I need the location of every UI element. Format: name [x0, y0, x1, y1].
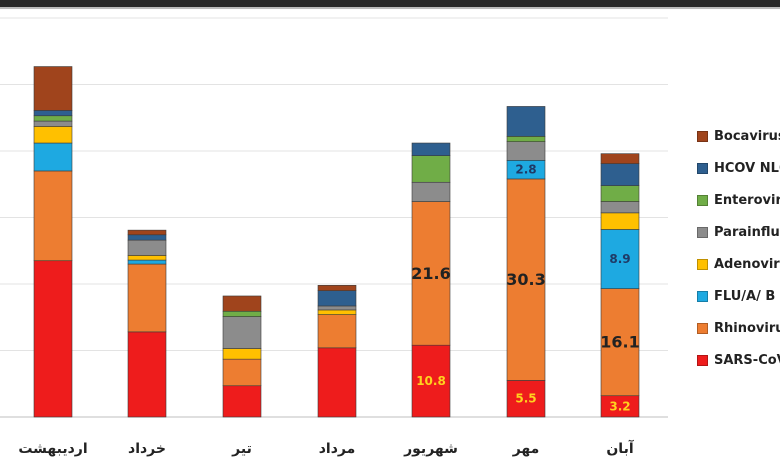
bar-segment — [600, 288, 640, 397]
bar-segment — [33, 66, 73, 111]
bar-segment — [222, 385, 262, 418]
bar-segment — [411, 344, 451, 418]
bar-segment — [33, 126, 73, 144]
bar-segment — [33, 115, 73, 122]
bar-segment — [411, 155, 451, 183]
category-label: مرداد — [319, 441, 356, 457]
data-labels: 10.8 21.6 5.5 30.3 2.8 3.2 16.1 8.9 — [411, 163, 639, 414]
legend-label: SARS-CoV-2 — [714, 352, 780, 368]
legend-item-adenovirus: Adenovirus — [697, 252, 780, 276]
bar-segment — [600, 229, 640, 289]
legend-label: Parainfluenza — [714, 224, 780, 240]
bar-segment — [600, 163, 640, 186]
data-label: 8.9 — [609, 252, 630, 266]
data-label: 30.3 — [506, 270, 545, 289]
bar-segment — [33, 120, 73, 127]
bar-segment — [317, 347, 357, 418]
top-border — [0, 0, 780, 7]
legend-label: Bocavirus — [714, 128, 780, 144]
bar-segment — [317, 309, 357, 315]
category-label: مهر — [512, 441, 540, 457]
legend-swatch — [697, 194, 708, 206]
legend-swatch — [697, 130, 708, 142]
category-label: آبان — [606, 439, 634, 457]
bar-segment — [317, 305, 357, 311]
bar-segment — [222, 358, 262, 387]
legend-swatch — [697, 290, 708, 302]
bar-segment — [600, 201, 640, 214]
legend-item-flu: FLU/A/ B — [697, 284, 780, 308]
bar-segment — [222, 295, 262, 312]
bar-segment — [127, 263, 167, 333]
bar-segment — [127, 239, 167, 256]
bar-segment — [600, 212, 640, 230]
legend-item-enterovirus: Enterovirus — [697, 188, 780, 212]
legend-label: Adenovirus — [714, 256, 780, 272]
bar-segment — [33, 170, 73, 262]
bar-segment — [222, 316, 262, 349]
bar-segment — [33, 142, 73, 172]
legend-item-parainfluenza: Parainfluenza — [697, 220, 780, 244]
bar-segment — [411, 201, 451, 346]
category-label: شهریور — [403, 441, 458, 457]
bar-segment — [600, 153, 640, 164]
bar-segment — [411, 181, 451, 202]
legend-item-hcov: HCOV NL63 — [697, 156, 780, 180]
legend-swatch — [697, 322, 708, 334]
bar-segment — [506, 141, 546, 161]
data-label: 21.6 — [411, 264, 450, 283]
legend-swatch — [697, 162, 708, 174]
legend-item-bocavirus: Bocavirus — [697, 124, 780, 148]
legend-label: Rhinovirus — [714, 320, 780, 336]
data-label: 10.8 — [416, 374, 446, 388]
bar-segment — [127, 229, 167, 236]
legend-swatch — [697, 226, 708, 238]
bar-segment — [317, 290, 357, 307]
data-label: 16.1 — [600, 333, 639, 352]
bar-segment — [222, 348, 262, 360]
bars — [33, 66, 640, 418]
bar-segment — [506, 106, 546, 137]
bar-segment — [411, 142, 451, 156]
bar-segment — [127, 331, 167, 418]
legend-label: HCOV NL63 — [714, 160, 780, 176]
legend-label: Enterovirus — [714, 192, 780, 208]
bar-segment — [317, 314, 357, 349]
category-label: خرداد — [128, 441, 166, 457]
data-label: 3.2 — [609, 399, 630, 413]
bar-segment — [127, 234, 167, 241]
bar-segment — [127, 259, 167, 265]
legend-swatch — [697, 258, 708, 270]
legend: Bocavirus HCOV NL63 Enterovirus Parainfl… — [697, 124, 780, 380]
bar-segment — [127, 255, 167, 261]
legend-swatch — [697, 354, 708, 366]
bar-segment — [33, 260, 73, 418]
bar-segment — [222, 310, 262, 317]
legend-item-sars-cov-2: SARS-CoV-2 — [697, 348, 780, 372]
bar-segment — [600, 185, 640, 202]
bar-segment — [33, 110, 73, 117]
bar-segment — [506, 136, 546, 142]
category-labels: اردیبهشت خرداد تیر مرداد شهریور مهر آبان — [18, 439, 634, 457]
data-label: 2.8 — [515, 163, 536, 177]
legend-label: FLU/A/ B — [714, 288, 776, 304]
category-label: تیر — [231, 441, 252, 457]
legend-item-rhinovirus: Rhinovirus — [697, 316, 780, 340]
bar-segment — [317, 285, 357, 291]
data-label: 5.5 — [515, 392, 536, 406]
top-border-line — [0, 7, 780, 9]
category-label: اردیبهشت — [18, 441, 87, 457]
